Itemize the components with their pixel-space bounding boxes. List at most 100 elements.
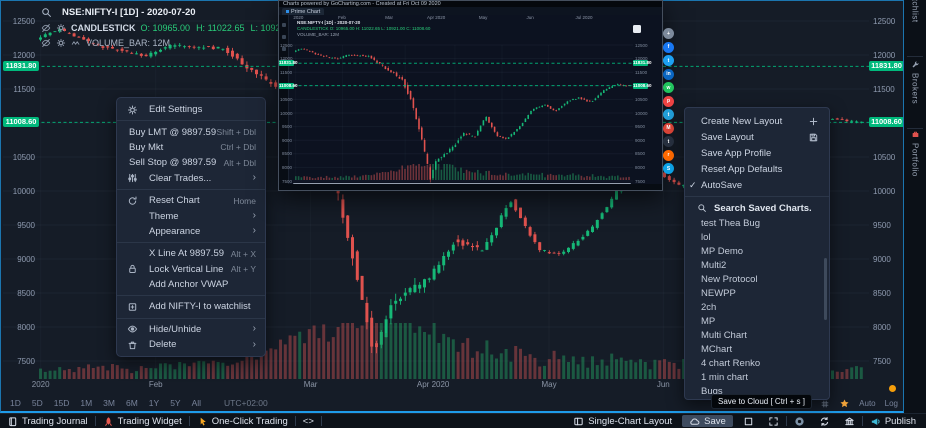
- menu-item-appearance[interactable]: Appearance ›: [117, 224, 265, 239]
- share-more-icon[interactable]: +: [663, 28, 674, 39]
- tab-label: Brokers: [910, 73, 920, 105]
- menu-item-add-nifty-i-to-watchlist[interactable]: Add NIFTY-I to watchlist: [117, 299, 265, 314]
- share-telegram-icon[interactable]: t: [663, 109, 674, 120]
- tab-watchlist[interactable]: Watchlist: [904, 0, 926, 54]
- log-scale-toggle[interactable]: Log: [884, 399, 898, 408]
- square-icon: [743, 416, 754, 427]
- auto-scale-toggle[interactable]: Auto: [859, 399, 876, 408]
- share-whatsapp-icon[interactable]: w: [663, 82, 674, 93]
- trading-journal-button[interactable]: Trading Journal: [0, 414, 95, 428]
- saved-chart-multi-chart[interactable]: Multi Chart: [701, 329, 747, 341]
- timeframe-5d[interactable]: 5D: [31, 398, 43, 408]
- price-tick: 10500: [873, 152, 896, 162]
- saved-chart-mp[interactable]: MP: [701, 315, 716, 327]
- tab-portfolio[interactable]: Portfolio: [904, 130, 926, 204]
- menu-item-buy-mkt[interactable]: Buy Mkt Ctrl + Dbl: [117, 140, 265, 155]
- share-reddit-icon[interactable]: r: [663, 149, 674, 161]
- timeframe-3m[interactable]: 3M: [103, 398, 115, 408]
- broker-funds-button[interactable]: [837, 414, 862, 428]
- fullscreen-button[interactable]: [761, 414, 786, 428]
- save-button[interactable]: Save: [682, 415, 733, 427]
- menu-item-save-layout[interactable]: Save Layout: [685, 129, 829, 145]
- menu-item-theme[interactable]: Theme ›: [117, 208, 265, 223]
- menu-item-hide-unhide[interactable]: Hide/Unhide ›: [117, 322, 265, 337]
- time-tick: Jun: [656, 380, 670, 389]
- mini-price-tick: 8500: [635, 151, 646, 157]
- saved-chart-new-protocol[interactable]: New Protocol: [701, 273, 758, 285]
- saved-chart-4-chart-renko[interactable]: 4 chart Renko: [701, 357, 761, 369]
- publish-button[interactable]: Publish: [863, 414, 923, 428]
- one-click-trading-button[interactable]: One-Click Trading: [190, 414, 295, 428]
- sync-button[interactable]: [812, 414, 837, 428]
- select-region-button[interactable]: [736, 414, 761, 428]
- menu-item-label: Reset App Defaults: [701, 163, 783, 175]
- bank-icon: [844, 416, 855, 427]
- saved-chart-1-min-chart[interactable]: 1 min chart: [701, 371, 748, 383]
- timeframe-all[interactable]: All: [191, 398, 202, 408]
- menu-item-reset-app-defaults[interactable]: Reset App Defaults: [685, 161, 829, 177]
- mini-price-level-badge: 11831.80: [279, 60, 298, 67]
- share-gmail-icon[interactable]: M: [663, 122, 674, 134]
- share-skype-icon[interactable]: S: [663, 163, 674, 174]
- single-chart-layout-button[interactable]: Single-Chart Layout: [566, 414, 679, 428]
- menu-item-sell-stop-9897-59[interactable]: Sell Stop @ 9897.59 Alt + Dbl: [117, 155, 265, 170]
- tab-brokers[interactable]: Brokers: [904, 60, 926, 126]
- share-pinterest-icon[interactable]: p: [663, 95, 674, 107]
- saved-chart-newpp[interactable]: NEWPP: [701, 287, 736, 299]
- menu-item-create-new-layout[interactable]: Create New Layout: [685, 113, 829, 129]
- eyeoff-icon: [41, 23, 51, 33]
- price-tick: 11500: [873, 84, 895, 94]
- menu-item-buy-lmt-9897-59[interactable]: Buy LMT @ 9897.59 Shift + Dbl: [117, 124, 265, 139]
- reset-icon: [127, 195, 138, 206]
- menu-item-delete[interactable]: Delete ›: [117, 337, 265, 352]
- share-tumblr-icon[interactable]: t: [663, 136, 674, 147]
- -button[interactable]: <>: [296, 414, 321, 428]
- menu-item-label: Add NIFTY-I to watchlist: [149, 301, 251, 313]
- saved-chart-multi2[interactable]: Multi2: [701, 259, 727, 271]
- menu-item-edit-settings[interactable]: Edit Settings: [117, 102, 265, 117]
- trading-widget-button[interactable]: Trading Widget: [96, 414, 189, 428]
- timeframe-5y[interactable]: 5Y: [170, 398, 181, 408]
- screenshot-button[interactable]: [787, 414, 812, 428]
- saved-chart-mp-demo[interactable]: MP Demo: [701, 245, 744, 257]
- menu-item-autosave[interactable]: ✓ AutoSave: [685, 177, 829, 193]
- menu-item-x-line-at-9897-59[interactable]: X Line At 9897.59 Alt + X: [117, 246, 265, 261]
- price-tick: 8000: [17, 322, 35, 332]
- saved-chart-lol[interactable]: lol: [701, 231, 711, 243]
- menu-item-reset-chart[interactable]: Reset Chart Home: [117, 193, 265, 208]
- menu-item-clear-trades[interactable]: Clear Trades... ›: [117, 171, 265, 186]
- camera-icon[interactable]: [633, 25, 641, 33]
- layout-menu: Create New Layout Save Layout Save App Pro…: [684, 107, 830, 400]
- disk-icon: [808, 132, 819, 143]
- chart-snapshot-window[interactable]: Charts powered by GoCharting.com - Creat…: [278, 0, 663, 191]
- mini-time-tick: Apr 2020: [426, 15, 446, 20]
- share-facebook-icon[interactable]: f: [663, 41, 674, 53]
- saved-chart-mchart[interactable]: MChart: [701, 343, 733, 355]
- mini-time-tick: Jul 2020: [575, 15, 593, 20]
- timeframe-15d[interactable]: 15D: [53, 398, 70, 408]
- timeframe-1m[interactable]: 1M: [80, 398, 93, 408]
- saved-chart-2ch[interactable]: 2ch: [701, 301, 717, 313]
- share-linkedin-icon[interactable]: in: [663, 68, 674, 80]
- grid-icon: [820, 399, 830, 409]
- menu-item-lock-vertical-line[interactable]: Lock Vertical Line Alt + Y: [117, 262, 265, 277]
- mini-bottom-strip: [279, 184, 662, 190]
- timezone-label[interactable]: UTC+02:00: [224, 398, 268, 408]
- button-divider: [94, 416, 96, 426]
- menu-item-add-anchor-vwap[interactable]: Add Anchor VWAP: [117, 277, 265, 292]
- button-divider: [320, 416, 322, 426]
- button-label: Trading Journal: [22, 415, 88, 427]
- tab-prime-chart[interactable]: Prime Chart: [282, 8, 325, 15]
- price-tick: 11500: [13, 84, 35, 94]
- menu-item-label: Delete: [149, 339, 177, 351]
- share-twitter-icon[interactable]: t: [663, 55, 674, 66]
- timeframe-1d[interactable]: 1D: [10, 398, 21, 408]
- saved-chart-bugs[interactable]: Bugs: [701, 385, 723, 397]
- timeframe-6m[interactable]: 6M: [125, 398, 138, 408]
- layout-menu-scrollbar[interactable]: [824, 258, 827, 320]
- gear-icon: [127, 104, 138, 115]
- menu-item-save-app-profile[interactable]: Save App Profile: [685, 145, 829, 161]
- saved-chart-test-thea-bug[interactable]: test Thea Bug: [701, 217, 760, 229]
- saved-charts-search[interactable]: Search Saved Charts.: [685, 200, 829, 216]
- timeframe-1y[interactable]: 1Y: [148, 398, 160, 408]
